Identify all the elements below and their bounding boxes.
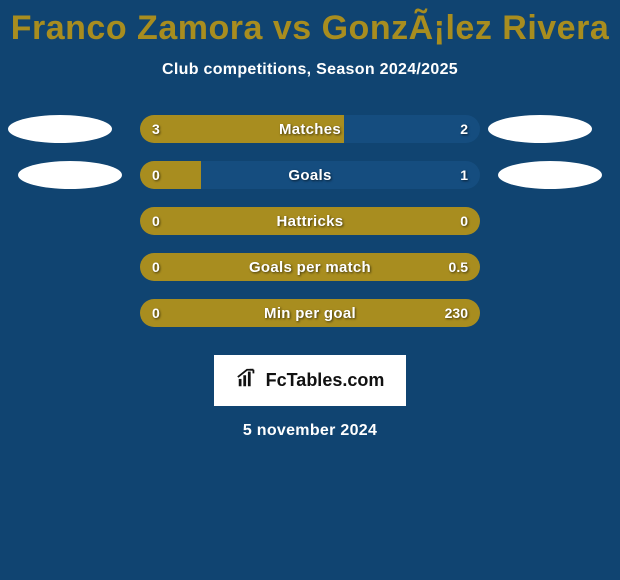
attribution-badge: FcTables.com (214, 355, 407, 406)
stat-bar: Hattricks00 (140, 207, 480, 235)
stat-row: Goals01 (0, 161, 620, 189)
decorative-ellipse (488, 115, 592, 143)
decorative-ellipse (8, 115, 112, 143)
chart-icon (236, 367, 258, 394)
stat-bar-left (140, 115, 344, 143)
attribution-text: FcTables.com (266, 370, 385, 391)
stat-bar: Goals per match00.5 (140, 253, 480, 281)
date-text: 5 november 2024 (243, 422, 377, 440)
stat-row: Min per goal0230 (0, 299, 620, 327)
stat-bar-left (140, 253, 480, 281)
player1-name: Franco Zamora (11, 9, 263, 47)
stat-bar-right (344, 115, 480, 143)
stat-bar-left (140, 299, 480, 327)
stat-bar: Min per goal0230 (140, 299, 480, 327)
stat-row: Goals per match00.5 (0, 253, 620, 281)
comparison-title: Franco Zamora vs GonzÃ¡lez Rivera (11, 10, 609, 47)
vs-separator: vs (273, 9, 312, 47)
stat-bar-left (140, 161, 201, 189)
stat-row: Hattricks00 (0, 207, 620, 235)
stat-bar: Matches32 (140, 115, 480, 143)
stats-area: Matches32 Goals01 Hattricks00 Goals per mat… (0, 115, 620, 345)
decorative-ellipse (498, 161, 602, 189)
subtitle: Club competitions, Season 2024/2025 (162, 61, 458, 79)
stat-row: Matches32 (0, 115, 620, 143)
stat-bar-left (140, 207, 480, 235)
player2-name: GonzÃ¡lez Rivera (322, 9, 610, 47)
stat-bar-right (201, 161, 480, 189)
decorative-ellipse (18, 161, 122, 189)
stat-bar: Goals01 (140, 161, 480, 189)
